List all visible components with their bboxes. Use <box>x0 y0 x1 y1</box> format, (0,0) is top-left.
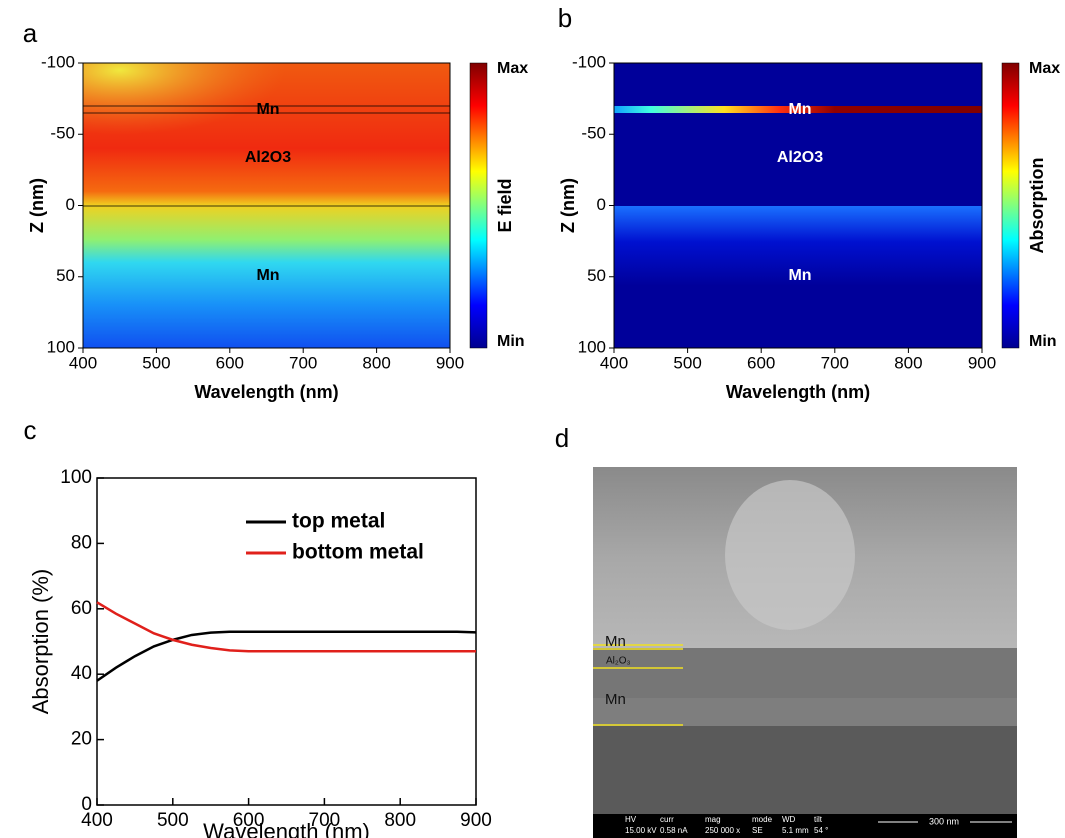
legend-label: top metal <box>292 510 385 533</box>
x-tick-label: 600 <box>233 810 265 831</box>
colorbar <box>1001 62 1020 349</box>
x-tick-label: 600 <box>216 353 244 372</box>
layer-annotation: Mn <box>256 101 279 118</box>
x-axis-title: Wavelength (nm) <box>726 382 870 402</box>
sem-metal <box>593 698 1017 726</box>
info-label: tilt <box>814 815 823 824</box>
x-tick-label: 700 <box>309 810 341 831</box>
colorbar-title: Absorption <box>1027 158 1047 254</box>
y-tick-label: 0 <box>597 195 606 214</box>
sem-layer-label: Mn <box>605 633 626 650</box>
y-tick-label: 80 <box>71 532 92 553</box>
sem-substrate <box>593 726 1017 814</box>
top-layer-absorption <box>614 106 982 113</box>
colorbar-min: Min <box>1029 333 1057 350</box>
info-value: 54 ° <box>814 826 828 835</box>
info-label: WD <box>782 815 796 824</box>
colorbar-max: Max <box>1029 60 1060 77</box>
heatmap-a-highlight <box>83 63 450 206</box>
x-tick-label: 800 <box>894 353 922 372</box>
x-tick-label: 400 <box>69 353 97 372</box>
x-tick-label: 500 <box>673 353 701 372</box>
x-tick-label: 500 <box>157 810 189 831</box>
info-value: 0.58 nA <box>660 826 688 835</box>
y-tick-label: 50 <box>56 266 75 285</box>
sem-layer-label: Mn <box>605 691 626 708</box>
sem-particle <box>725 480 855 630</box>
x-tick-label: 400 <box>600 353 628 372</box>
colorbar-title: E field <box>495 178 515 232</box>
info-value: 5.1 mm <box>782 826 809 835</box>
layer-annotation: Al2O3 <box>245 149 291 166</box>
x-tick-label: 900 <box>968 353 996 372</box>
x-tick-label: 800 <box>384 810 416 831</box>
y-axis-title: Z (nm) <box>558 178 578 233</box>
y-tick-label: -100 <box>41 52 75 71</box>
y-tick-label: -100 <box>572 52 606 71</box>
y-tick-label: 40 <box>71 663 92 684</box>
panel-label: d <box>555 423 569 453</box>
scale-bar-label: 300 nm <box>929 816 959 826</box>
info-value: 250 000 x <box>705 826 740 835</box>
colorbar-max: Max <box>497 60 528 77</box>
y-tick-label: 0 <box>81 794 92 815</box>
y-axis-title: Z (nm) <box>27 178 47 233</box>
y-axis-title: Absorption (%) <box>28 569 53 715</box>
layer-annotation: Mn <box>788 101 811 118</box>
panel-label: a <box>23 18 38 48</box>
x-tick-label: 900 <box>436 353 464 372</box>
x-tick-label: 500 <box>142 353 170 372</box>
x-tick-label: 600 <box>747 353 775 372</box>
y-tick-label: 100 <box>47 337 75 356</box>
x-tick-label: 900 <box>460 810 492 831</box>
y-tick-label: 100 <box>578 337 606 356</box>
layer-annotation: Mn <box>788 267 811 284</box>
x-tick-label: 700 <box>821 353 849 372</box>
series-line <box>96 601 476 653</box>
sem-layer-lines <box>593 644 683 726</box>
y-tick-label: 0 <box>66 195 75 214</box>
colorbar <box>469 62 488 349</box>
series-line <box>96 630 477 682</box>
info-label: HV <box>625 815 637 824</box>
sem-oxide <box>593 648 1017 698</box>
plot-frame <box>96 477 477 806</box>
layer-annotation: Mn <box>256 267 279 284</box>
x-tick-label: 800 <box>362 353 390 372</box>
x-axis-title: Wavelength (nm) <box>194 382 338 402</box>
colorbar-min: Min <box>497 333 525 350</box>
panel-label: c <box>24 415 37 445</box>
y-tick-label: -50 <box>50 124 75 143</box>
layer-annotation: Al2O3 <box>777 149 823 166</box>
legend-label: bottom metal <box>292 541 424 564</box>
sem-layer-label: Al₂O₃ <box>606 656 631 667</box>
panel-label: b <box>558 3 572 33</box>
y-tick-label: 50 <box>587 266 606 285</box>
y-tick-label: -50 <box>581 124 606 143</box>
info-value: 15.00 kV <box>625 826 657 835</box>
info-label: mag <box>705 815 721 824</box>
info-value: SE <box>752 826 763 835</box>
info-label: mode <box>752 815 773 824</box>
x-axis-title: Wavelength (nm) <box>203 819 370 838</box>
y-tick-label: 100 <box>60 467 92 488</box>
x-tick-label: 400 <box>81 810 113 831</box>
y-tick-label: 60 <box>71 598 92 619</box>
x-tick-label: 700 <box>289 353 317 372</box>
info-label: curr <box>660 815 674 824</box>
scale-label-bg <box>918 816 970 828</box>
y-tick-label: 20 <box>71 729 92 750</box>
bottom-layer-absorption <box>614 206 982 286</box>
